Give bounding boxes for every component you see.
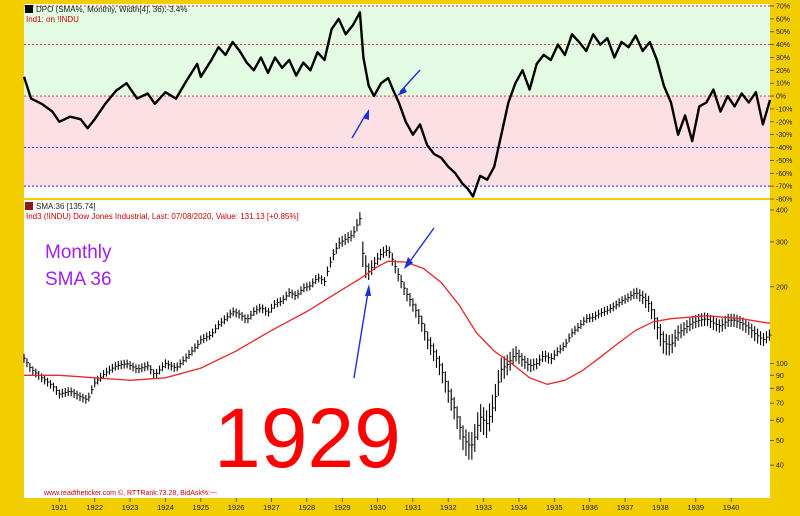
- price-subheader: Ind3 (!INDU) Dow Jones Industrial, Last:…: [26, 212, 299, 221]
- dpo-y-tick-label: 0%: [776, 94, 786, 101]
- dpo-y-tick-label: 50%: [776, 29, 790, 36]
- x-tick-label: 1927: [263, 503, 280, 512]
- x-tick-label: 1936: [581, 503, 598, 512]
- footer-credit: www.readtheticker.com ©, RTTRank:73.28, …: [43, 489, 218, 497]
- x-tick-label: 1930: [369, 503, 386, 512]
- positive-zone: [24, 6, 770, 97]
- dpo-legend-swatch: [25, 5, 33, 13]
- price-y-tick-label: 300: [776, 239, 788, 246]
- x-tick-label: 1925: [192, 503, 209, 512]
- sma-36-line: [24, 260, 771, 385]
- x-tick-label: 1931: [405, 503, 422, 512]
- x-tick-label: 1932: [440, 503, 457, 512]
- dpo-y-tick-label: 30%: [776, 55, 790, 62]
- price-bars: [23, 212, 772, 460]
- dpo-y-tick-label: -50%: [776, 158, 792, 165]
- x-tick-label: 1929: [334, 503, 351, 512]
- x-tick-label: 1923: [122, 503, 139, 512]
- dpo-y-tick-label: -10%: [776, 106, 792, 113]
- year-label: 1929: [214, 391, 401, 485]
- dpo-y-tick-label: -60%: [776, 171, 792, 178]
- negative-zone: [24, 96, 770, 187]
- dpo-y-tick-label: -70%: [776, 184, 792, 191]
- x-tick-label: 1928: [298, 503, 315, 512]
- price-arrow-right-head: [404, 257, 413, 269]
- annotation-sma: SMA 36: [45, 269, 112, 290]
- price-y-tick-label: 70: [776, 401, 784, 408]
- price-y-tick-label: 100: [776, 361, 788, 368]
- x-tick-label: 1935: [546, 503, 563, 512]
- dpo-y-tick-label: 40%: [776, 42, 790, 49]
- dpo-y-axis: 70% 60% 50% 40% 30% 20% 10% 0% -10% -20% -30% -40% -…: [770, 4, 792, 204]
- dpo-y-tick-label: 20%: [776, 68, 790, 75]
- price-y-tick-label: 40: [776, 463, 784, 470]
- dpo-y-tick-label: 60%: [776, 16, 790, 23]
- x-tick-label: 1926: [228, 503, 245, 512]
- price-y-tick-label: 400: [776, 208, 788, 215]
- dpo-y-tick-label: -30%: [776, 132, 792, 139]
- price-y-tick-label: 90: [776, 373, 784, 380]
- price-panel-background: [24, 200, 770, 498]
- x-tick-label: 1924: [157, 503, 174, 512]
- x-tick-label: 1940: [723, 503, 740, 512]
- price-y-tick-label: 200: [776, 284, 788, 291]
- dpo-arrow-right-head: [397, 87, 407, 96]
- price-arrow-left-head: [365, 284, 371, 296]
- dpo-y-tick-label: -40%: [776, 145, 792, 152]
- price-arrow-left-shaft: [353, 291, 369, 379]
- dpo-y-tick-label: 10%: [776, 81, 790, 88]
- x-tick-label: 1921: [51, 503, 68, 512]
- sma-legend-swatch: [25, 202, 33, 210]
- price-y-axis: 400 300 200 100 90 80 70 60 50 40: [770, 208, 788, 470]
- dpo-y-tick-label: -80%: [776, 197, 792, 204]
- dpo-subheader: Ind1: on !INDU: [26, 15, 79, 24]
- dpo-y-tick-label: 70%: [776, 4, 790, 11]
- price-y-tick-label: 60: [776, 418, 784, 425]
- x-tick-label: 1938: [652, 503, 669, 512]
- annotation-monthly: Monthly: [45, 242, 112, 263]
- dpo-arrow-left-head: [363, 109, 369, 120]
- x-tick-label: 1939: [687, 503, 704, 512]
- x-tick-label: 1937: [617, 503, 634, 512]
- x-tick-label: 1933: [475, 503, 492, 512]
- dpo-panel: 70% 60% 50% 40% 30% 20% 10% 0% -10% -20% -30% -40% -…: [22, 4, 792, 204]
- price-panel: 400 300 200 100 90 80 70 60 50 40 SMA:36 [135.74]…: [23, 200, 788, 498]
- dpo-line: [22, 11, 772, 198]
- price-y-tick-label: 50: [776, 438, 784, 445]
- dpo-y-tick-label: -20%: [776, 119, 792, 126]
- price-y-tick-label: 80: [776, 386, 784, 393]
- x-tick-label: 1922: [86, 503, 103, 512]
- x-tick-label: 1934: [511, 503, 528, 512]
- sma-header: SMA:36 [135.74]: [36, 202, 96, 211]
- dpo-header: DPO (SMA%, Monthly, Width[4], 36):-3.4%: [36, 5, 187, 14]
- price-arrow-right-shaft: [407, 227, 435, 265]
- x-axis: 1921 1922 1923 1924 1925 1926 1927 1928 1929 1930…: [51, 498, 739, 512]
